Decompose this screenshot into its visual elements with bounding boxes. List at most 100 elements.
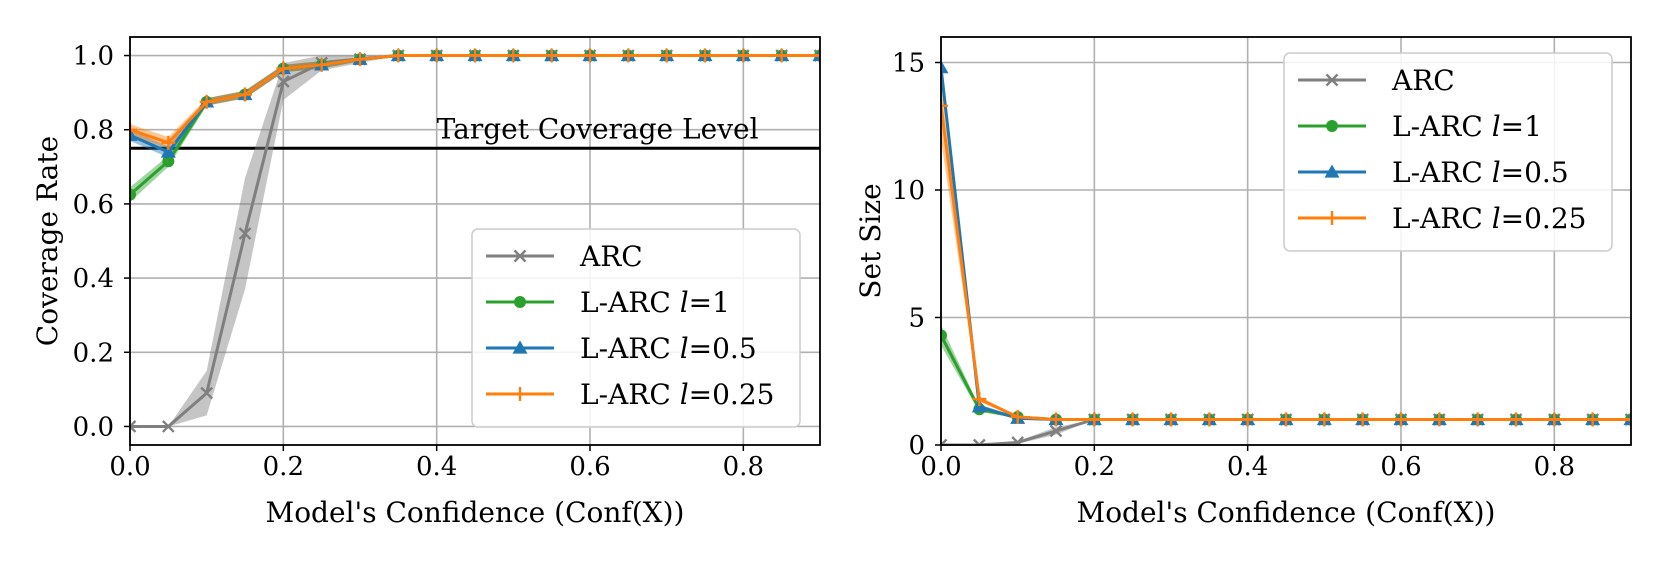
data-point-l-arc-l-0-25 [1010,409,1025,424]
legend-label-variable: l [680,378,689,411]
legend-label-variable: l [680,332,689,365]
legend-label-arc: ARC [579,240,643,273]
data-point-l-arc-l-0-25 [1087,412,1102,427]
data-point-l-arc-l-1 [162,155,175,168]
x-tick-label: 0.0 [109,452,150,482]
chart-2: 0.0 0.2 0.4 0.6 0.8 0 5 10 15 Model's Confidence … [854,36,1632,529]
data-point-arc [972,438,986,445]
legend-marker-l-arc-l-1 [514,296,526,308]
data-point-l-arc-l-0-25 [1240,412,1255,427]
legend-label-prefix: ARC [1391,64,1455,97]
x-axis-title: Model's Confidence (Conf(X)) [266,496,685,529]
x-tick-label: 0.6 [1380,452,1421,482]
x-tick-label: 0.2 [263,452,304,482]
y-axis-title: Set Size [854,183,887,298]
legend-label-variable: l [1492,110,1501,143]
x-tick-label: 0.8 [1534,452,1575,482]
data-point-arc [1011,436,1025,445]
legend-label-prefix: ARC [579,240,643,273]
chart-1: 0.0 0.2 0.4 0.6 0.8 0.0 0.2 0.4 0.6 0.8 1.0 Model's… [31,36,821,529]
data-point-l-arc-l-0-25 [698,48,712,63]
data-point-l-arc-l-1 [130,188,136,201]
legend-box [471,228,801,428]
data-point-l-arc-l-0-25 [1164,412,1178,427]
data-point-l-arc-l-0-25 [813,48,820,63]
legend-label-value: =1 [689,286,730,319]
y-tick-label: 5 [908,304,925,334]
legend-label-l-arc-l-1: L-ARC l=1 [580,286,730,319]
target-coverage-label: Target Coverage Level [437,112,759,145]
axes-frame [940,36,1632,446]
legend-box [1283,52,1613,252]
legend-label-value: =0.25 [689,378,775,411]
y-axis-title: Coverage Rate [31,136,64,346]
legend-label-prefix: L-ARC [1392,156,1492,189]
data-point-arc [276,75,290,88]
data-point-l-arc-l-0-25 [1470,412,1485,427]
data-point-arc [941,438,948,445]
legend-marker-l-arc-l-0-5 [1324,164,1340,178]
data-point-l-arc-l-0-25 [314,57,329,72]
y-tick-label: 0.6 [73,190,114,220]
x-tick-label: 0.8 [723,452,764,482]
data-point-l-arc-l-0-25 [736,48,751,63]
legend-marker-l-arc-l-0-25 [513,387,527,401]
y-tick-label: 0.4 [73,264,114,294]
legend-marker-l-arc-l-0-5 [512,340,528,354]
band-arc [130,55,820,427]
data-point-l-arc-l-0-25 [1624,412,1631,427]
legend-label-prefix: L-ARC [580,332,680,365]
x-tick-label: 0.4 [416,452,457,482]
series-markers-l-arc-l-1 [941,329,1631,426]
data-point-l-arc-l-0-25 [1394,412,1408,427]
data-point-l-arc-l-0-5 [941,60,949,74]
data-point-l-arc-l-0-25 [199,94,214,109]
data-point-l-arc-l-1 [941,329,947,342]
series-markers-l-arc-l-0-25 [130,48,820,150]
data-point-l-arc-l-0-25 [1585,412,1600,427]
legend-label-l-arc-l-1: L-ARC l=1 [1392,110,1542,143]
plot-area [130,48,820,433]
legend-label-l-arc-l-0-5: L-ARC l=0.5 [580,332,757,365]
series-line-l-arc-l-1 [941,334,1631,421]
data-point-l-arc-l-0-25 [161,135,176,150]
plot-area [941,54,1631,445]
data-point-l-arc-l-0-25 [353,52,367,67]
y-tick-label: 1.0 [73,42,114,72]
data-point-l-arc-l-0-25 [1509,412,1523,427]
data-point-l-arc-l-0-25 [659,48,674,63]
data-point-l-arc-l-0-25 [1279,412,1293,427]
data-point-l-arc-l-0-25 [941,98,948,113]
data-point-l-arc-l-0-25 [1202,412,1217,427]
data-point-l-arc-l-0-5 [160,144,176,158]
legend-label-prefix: L-ARC [1392,110,1492,143]
x-axis-title: Model's Confidence (Conf(X)) [1077,496,1496,529]
y-tick-label: 0.8 [73,116,114,146]
data-point-l-arc-l-0-25 [1432,412,1447,427]
legend-marker-arc [1325,73,1339,87]
y-tick-label: 0 [908,431,925,461]
legend-label-value: =0.5 [1501,156,1569,189]
legend-marker-l-arc-l-1 [1326,120,1338,132]
data-point-l-arc-l-0-25 [391,48,406,63]
data-point-l-arc-l-0-25 [1125,412,1140,427]
x-tick-label: 0.2 [1074,452,1115,482]
axes-frame [129,36,821,446]
data-point-arc [161,420,175,433]
data-point-l-arc-l-0-25 [429,48,444,63]
legend-label-prefix: L-ARC [580,378,680,411]
data-point-l-arc-l-0-25 [544,48,559,63]
data-point-l-arc-l-0-25 [276,61,291,76]
legend-label-variable: l [1492,156,1501,189]
data-point-l-arc-l-0-25 [972,392,987,407]
data-point-arc [238,227,252,240]
legend-label-arc: ARC [1391,64,1455,97]
legend-label-value: =1 [1501,110,1542,143]
data-point-l-arc-l-0-25 [1049,412,1063,427]
legend-label-l-arc-l-0-25: L-ARC l=0.25 [1392,202,1586,235]
legend-label-variable: l [1492,202,1501,235]
series-markers-l-arc-l-0-25 [941,98,1631,427]
legend-label-prefix: L-ARC [1392,202,1492,235]
